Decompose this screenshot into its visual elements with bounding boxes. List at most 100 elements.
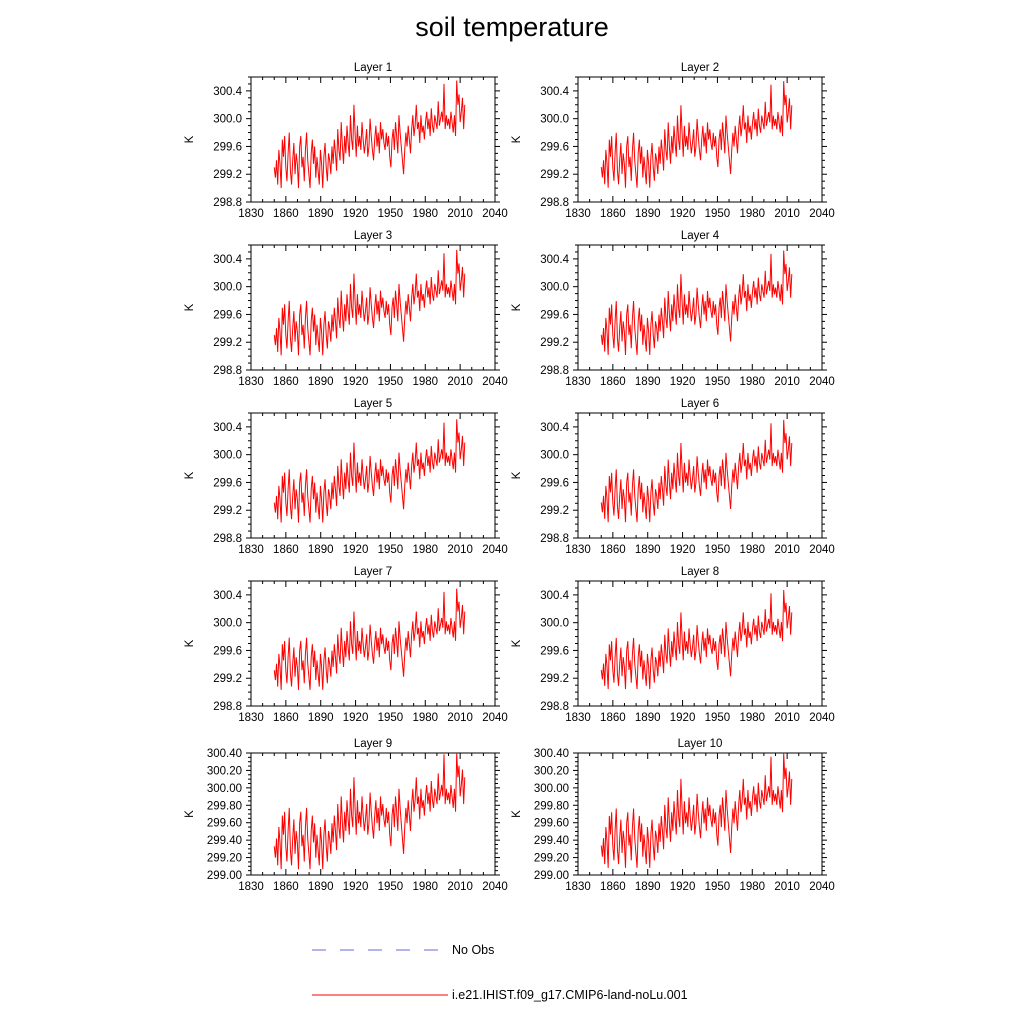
y-tick-label: 299.6 (213, 645, 242, 657)
y-tick-label: 299.20 (207, 853, 242, 865)
y-axis-label: K (184, 639, 196, 647)
panel-9: Layer 9 K 1830 1860 1890 1920 1950 1980 2010 2040… (184, 738, 508, 893)
x-tick-label: 1890 (635, 376, 661, 388)
series-line (600, 752, 793, 868)
x-tick-label: 1860 (600, 712, 626, 724)
x-tick-label: 2010 (774, 208, 800, 220)
x-tick-label: 1830 (238, 208, 264, 220)
x-tick-label: 1890 (308, 712, 334, 724)
x-tick-label: 1830 (565, 376, 591, 388)
y-tick-label: 300.4 (540, 254, 569, 266)
y-axis-label: K (511, 471, 523, 479)
x-tick-label: 2010 (447, 544, 473, 556)
panel-2: Layer 2 K 1830 1860 1890 1920 1950 1980 2010 2040… (511, 62, 835, 220)
panel-8: Layer 8 K 1830 1860 1890 1920 1950 1980 2010 2040… (511, 566, 835, 724)
x-tick-label: 1860 (600, 208, 626, 220)
y-tick-label: 300.40 (534, 748, 569, 760)
panel-title: Layer 2 (681, 62, 719, 74)
y-tick-label: 300.4 (213, 254, 242, 266)
x-tick-label: 1950 (705, 544, 731, 556)
x-tick-label: 1980 (412, 208, 438, 220)
x-tick-label: 1860 (273, 712, 299, 724)
y-tick-label: 300.4 (213, 590, 242, 602)
x-tick-label: 1950 (378, 208, 404, 220)
y-tick-label: 299.6 (540, 141, 569, 153)
plot-frame (250, 580, 496, 707)
y-tick-label: 299.6 (540, 309, 569, 321)
y-tick-label: 299.00 (534, 870, 569, 882)
x-tick-label: 1980 (739, 544, 765, 556)
y-tick-label: 300.4 (213, 422, 242, 434)
x-tick-label: 1860 (273, 544, 299, 556)
y-axis-label: K (511, 303, 523, 311)
panel-title: Layer 4 (681, 230, 720, 242)
y-tick-label: 299.2 (540, 169, 569, 181)
panel-3: Layer 3 K 1830 1860 1890 1920 1950 1980 2010 2040… (184, 230, 508, 388)
x-tick-label: 1980 (412, 544, 438, 556)
plot-frame (250, 244, 496, 371)
x-tick-label: 2040 (809, 544, 835, 556)
y-tick-label: 299.2 (213, 169, 242, 181)
x-tick-label: 1950 (378, 544, 404, 556)
x-tick-label: 1980 (739, 376, 765, 388)
x-tick-label: 1920 (343, 544, 369, 556)
y-tick-label: 299.60 (534, 818, 569, 830)
y-tick-label: 298.8 (540, 533, 569, 545)
panel-1: Layer 1 K 1830 1860 1890 1920 1950 1980 2010 2040… (184, 62, 508, 220)
y-tick-label: 299.2 (540, 673, 569, 685)
y-tick-label: 299.40 (207, 835, 242, 847)
y-tick-label: 300.00 (207, 783, 242, 795)
series-line (600, 81, 793, 188)
series-line (273, 419, 466, 523)
x-tick-label: 2010 (774, 544, 800, 556)
series-line (600, 419, 793, 523)
x-tick-label: 2010 (774, 881, 800, 893)
panel-title: Layer 1 (354, 62, 392, 74)
x-tick-label: 1890 (308, 208, 334, 220)
x-tick-label: 1860 (600, 376, 626, 388)
y-tick-label: 300.4 (540, 86, 569, 98)
y-tick-label: 299.60 (207, 818, 242, 830)
y-tick-label: 299.6 (213, 141, 242, 153)
x-tick-label: 1890 (635, 712, 661, 724)
y-tick-label: 300.20 (534, 765, 569, 777)
x-tick-label: 2040 (809, 881, 835, 893)
y-axis-label: K (184, 471, 196, 479)
y-tick-label: 300.0 (213, 282, 242, 294)
panel-7: Layer 7 K 1830 1860 1890 1920 1950 1980 2010 2040… (184, 566, 508, 724)
x-tick-label: 1980 (412, 712, 438, 724)
x-tick-label: 1860 (600, 544, 626, 556)
x-tick-label: 2040 (482, 208, 508, 220)
y-tick-label: 299.2 (213, 673, 242, 685)
x-tick-label: 1830 (238, 881, 264, 893)
y-tick-label: 298.8 (213, 533, 242, 545)
x-tick-label: 1920 (343, 881, 369, 893)
x-tick-label: 1830 (565, 544, 591, 556)
series-line (600, 250, 793, 356)
x-tick-label: 2010 (447, 881, 473, 893)
y-tick-label: 299.80 (534, 800, 569, 812)
panel-10: Layer 10 K 1830 1860 1890 1920 1950 1980 2010 204… (511, 738, 835, 893)
x-tick-label: 2040 (482, 376, 508, 388)
y-tick-label: 299.2 (213, 337, 242, 349)
y-tick-label: 298.8 (540, 197, 569, 209)
panel-title: Layer 7 (354, 566, 392, 578)
figure-title: soil temperature (415, 12, 609, 42)
y-tick-label: 299.80 (207, 800, 242, 812)
x-tick-label: 1890 (308, 881, 334, 893)
panel-title: Layer 8 (681, 566, 719, 578)
x-tick-label: 1950 (705, 881, 731, 893)
y-tick-label: 299.20 (534, 853, 569, 865)
series-line (600, 590, 793, 690)
x-tick-label: 1890 (308, 376, 334, 388)
panel-title: Layer 6 (681, 398, 719, 410)
x-tick-label: 1920 (343, 376, 369, 388)
y-axis-label: K (511, 639, 523, 647)
series-line (273, 588, 466, 690)
x-tick-label: 1980 (739, 881, 765, 893)
x-tick-label: 2040 (809, 376, 835, 388)
y-tick-label: 299.6 (540, 645, 569, 657)
x-tick-label: 1950 (378, 881, 404, 893)
y-tick-label: 299.00 (207, 870, 242, 882)
x-tick-label: 1950 (705, 712, 731, 724)
